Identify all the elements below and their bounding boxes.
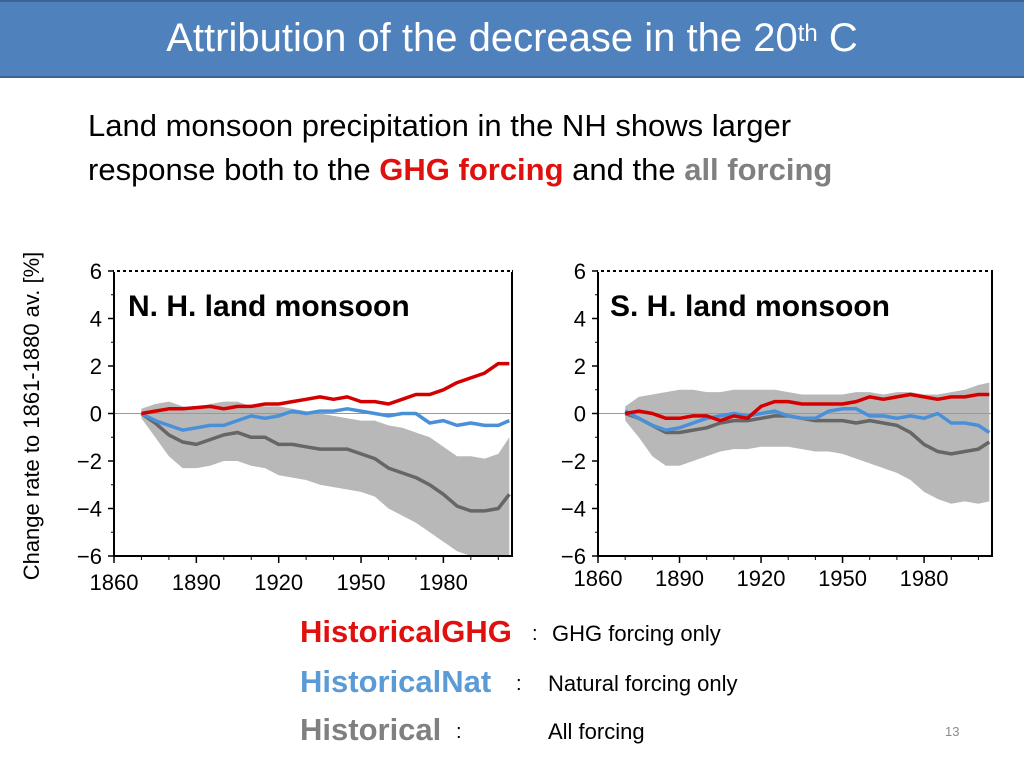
sh-ytick-label: −4 <box>561 497 586 522</box>
nh-ytick-label: −6 <box>77 544 102 569</box>
legend-name-nat: HistoricalNat <box>300 664 492 699</box>
nh-ytick-label: 4 <box>90 307 102 332</box>
sh-xtick-label: 1860 <box>574 566 623 591</box>
subtitle-ghg-highlight: GHG forcing <box>379 152 564 187</box>
shared-y-axis-label-wrap: Change rate to 1861-1880 av. [%] <box>17 228 47 604</box>
slide-title-end: C <box>817 16 858 60</box>
nh-series-historicalnat <box>140 407 510 432</box>
sh-ytick-label: 6 <box>574 259 586 284</box>
slide-title-superscript: th <box>797 20 818 47</box>
sh-series-historicalnat <box>624 407 991 434</box>
subtitle-line-2-start: response both to the <box>88 152 380 187</box>
sh-xtick-label: 1950 <box>818 566 867 591</box>
sh-xtick-label: 1890 <box>655 566 704 591</box>
sh-plot-frame <box>597 270 993 557</box>
sh-series-historicalghg <box>624 392 990 423</box>
nh-xtick-label: 1950 <box>337 570 386 595</box>
nh-ytick-label: 6 <box>90 259 102 284</box>
nh-title-bg <box>122 283 418 323</box>
nh-series-historicalghg <box>141 361 510 416</box>
slide-subtitle: Land monsoon precipitation in the NH sho… <box>88 104 832 192</box>
legend-name-hist: Historical <box>300 712 442 747</box>
subtitle-line-2-mid: and the <box>563 152 685 187</box>
nh-xtick-label: 1980 <box>419 570 468 595</box>
nh-ytick-label: 0 <box>90 402 102 427</box>
nh-xtick-label: 1920 <box>254 570 303 595</box>
sh-xtick-label: 1980 <box>900 566 949 591</box>
nh-series-historical <box>140 412 511 513</box>
sh-chart-title: S. H. land monsoon <box>610 290 890 323</box>
page-number: 13 <box>945 724 960 739</box>
legend-colon-nat: : <box>516 673 522 695</box>
sh-series-historical <box>624 411 991 456</box>
nh-ytick-label: −2 <box>77 449 102 474</box>
legend-name-ghg: HistoricalGHG <box>300 614 512 649</box>
nh-ytick-label: 2 <box>90 354 102 379</box>
nh-spread-band <box>141 401 510 556</box>
slide-title: Attribution of the decrease in the 20th … <box>0 10 1024 66</box>
sh-spread-band <box>625 382 990 504</box>
legend-colon-hist: : <box>456 721 462 743</box>
legend-desc-nat: Natural forcing only <box>548 671 738 696</box>
nh-xtick-label: 1890 <box>172 570 221 595</box>
subtitle-line-2: response both to the GHG forcing and the… <box>88 148 832 192</box>
legend-desc-hist: All forcing <box>548 719 645 744</box>
legend-colon-ghg: : <box>532 623 538 645</box>
sh-xtick-label: 1920 <box>737 566 786 591</box>
subtitle-line-1: Land monsoon precipitation in the NH sho… <box>88 108 792 143</box>
nh-chart-title: N. H. land monsoon <box>128 290 410 323</box>
legend: HistoricalGHG : GHG forcing only Histori… <box>300 612 860 762</box>
nh-xtick-label: 1860 <box>90 570 139 595</box>
slide-title-main: Attribution of the decrease in the 20 <box>166 16 798 60</box>
sh-ytick-label: 0 <box>574 402 586 427</box>
sh-ytick-label: 2 <box>574 354 586 379</box>
nh-plot-frame <box>113 270 513 557</box>
sh-ytick-label: 4 <box>574 307 586 332</box>
nh-ytick-label: −4 <box>77 497 102 522</box>
subtitle-all-highlight: all forcing <box>684 152 833 187</box>
legend-desc-ghg: GHG forcing only <box>552 621 721 646</box>
sh-ytick-label: −2 <box>561 449 586 474</box>
shared-y-axis-label: Change rate to 1861-1880 av. [%] <box>19 251 44 581</box>
title-bar: Attribution of the decrease in the 20th … <box>0 0 1024 78</box>
sh-title-bg <box>604 283 899 323</box>
sh-ytick-label: −6 <box>561 544 586 569</box>
